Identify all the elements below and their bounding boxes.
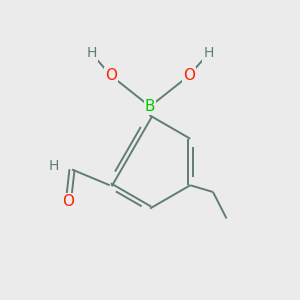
Text: O: O: [105, 68, 117, 83]
Text: O: O: [62, 194, 74, 209]
Text: O: O: [183, 68, 195, 83]
Text: H: H: [203, 46, 214, 60]
Text: H: H: [48, 160, 59, 173]
Text: B: B: [145, 99, 155, 114]
Text: H: H: [86, 46, 97, 60]
